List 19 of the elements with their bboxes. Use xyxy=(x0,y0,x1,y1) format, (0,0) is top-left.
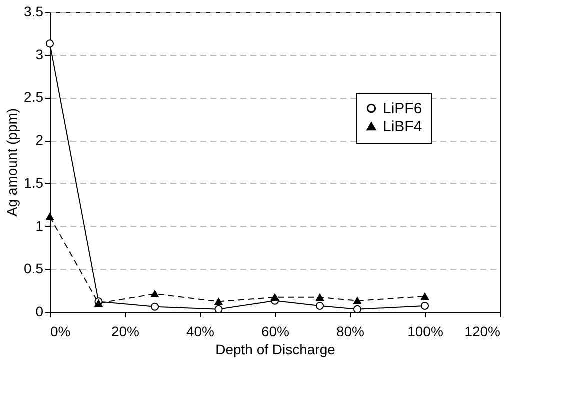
x-tick-label: 0% xyxy=(50,324,71,340)
x-tick-label: 40% xyxy=(186,324,215,340)
x-tick-label: 60% xyxy=(261,324,290,340)
x-tick-label: 100% xyxy=(408,324,444,340)
legend-label: LiPF6 xyxy=(383,100,422,118)
legend-label: LiBF4 xyxy=(383,118,422,136)
y-tick-label: 2 xyxy=(36,132,44,148)
y-tick-label: 2.5 xyxy=(24,89,44,106)
x-axis-title: Depth of Discharge xyxy=(216,342,336,358)
y-tick-label: 0 xyxy=(36,304,44,320)
y-tick-label: 1.5 xyxy=(24,174,44,191)
y-tick-label: 1 xyxy=(36,218,44,234)
y-tick-label: 3 xyxy=(36,46,44,62)
y-tick-label: 0.5 xyxy=(24,260,44,277)
x-tick-label: 80% xyxy=(336,324,365,340)
y-tick-label: 3.5 xyxy=(24,4,44,20)
x-tick-label: 120% xyxy=(464,324,500,340)
y-axis-title: Ag amount (ppm) xyxy=(4,108,20,217)
x-tick-label: 20% xyxy=(111,324,140,340)
